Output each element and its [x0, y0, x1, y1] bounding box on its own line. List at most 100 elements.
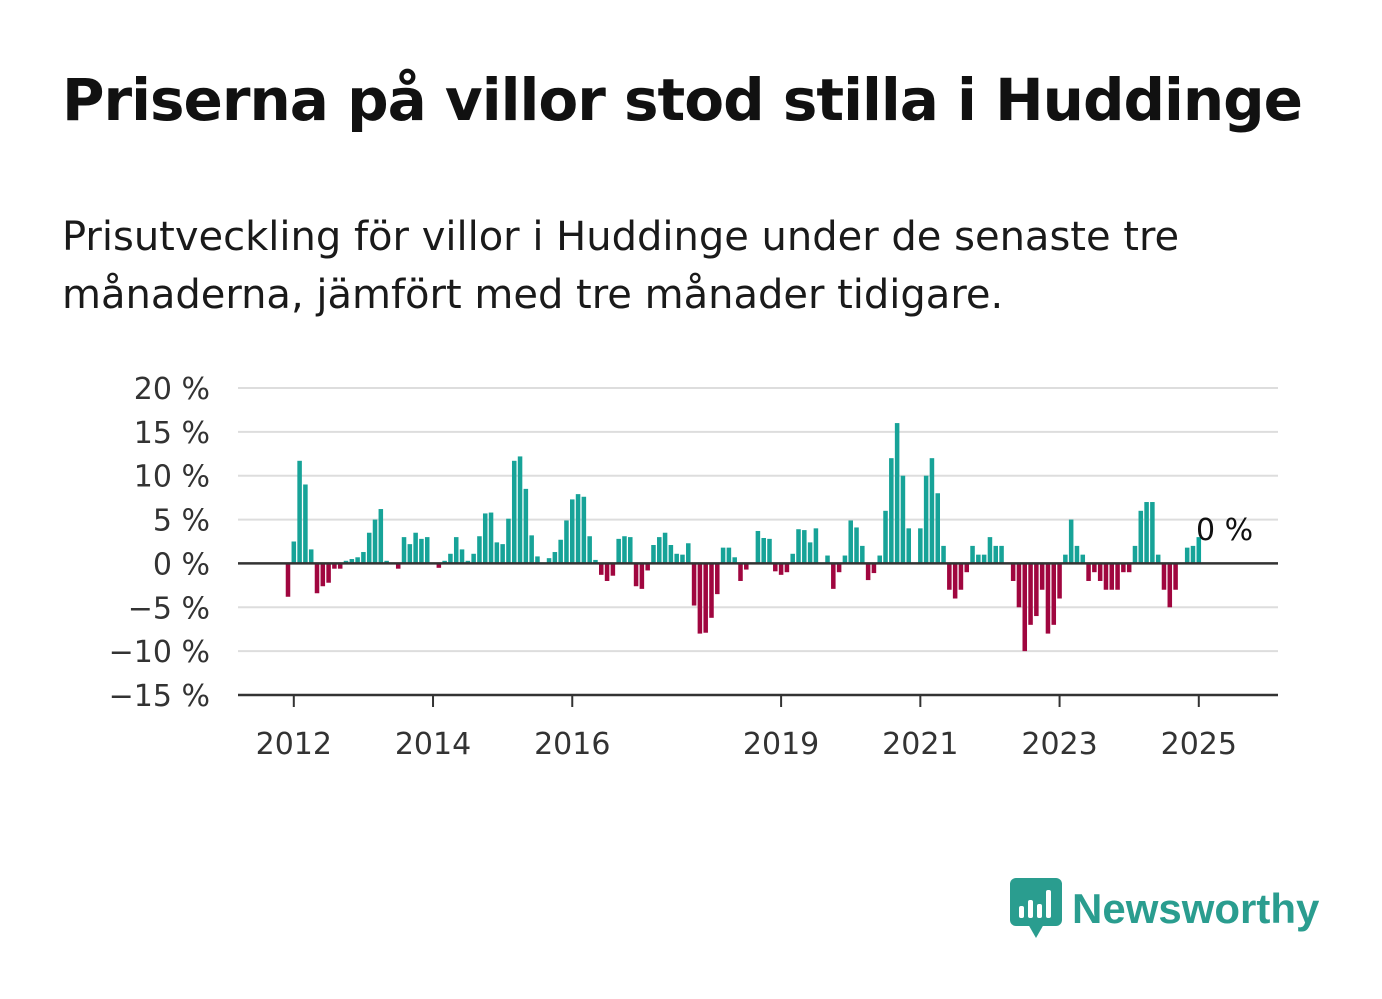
bar — [1022, 563, 1028, 652]
bar — [529, 535, 534, 564]
bar — [935, 493, 941, 564]
bar — [1045, 563, 1051, 634]
bar — [401, 537, 407, 564]
bar — [407, 544, 413, 564]
bar — [453, 537, 459, 564]
bar-chart: 20 %15 %10 %5 %0 %−5 %−10 %−15 % 2012 201… — [109, 372, 1278, 762]
bar — [378, 509, 384, 564]
bar — [1150, 502, 1155, 564]
bar — [424, 537, 430, 564]
bar — [1057, 563, 1062, 599]
x-tick-label: 2012 — [256, 727, 332, 762]
bar — [546, 558, 552, 564]
bar — [976, 554, 981, 564]
bar — [784, 563, 790, 573]
bar — [993, 545, 999, 564]
bar — [987, 537, 993, 564]
y-axis-ticks: 20 % 15 % 10 % 5 % 0 % −5 % −10 % −15 % — [109, 372, 210, 714]
bar — [361, 552, 366, 564]
bar — [877, 555, 882, 564]
bar — [564, 520, 569, 564]
bar — [326, 563, 331, 583]
bar — [947, 563, 952, 590]
bar — [981, 554, 987, 564]
bar — [622, 536, 627, 564]
bar — [1080, 554, 1086, 564]
bar — [918, 528, 923, 564]
bar — [523, 488, 529, 564]
bars — [285, 423, 1202, 652]
bar — [482, 513, 488, 564]
bar — [506, 518, 511, 564]
y-tick-label: −15 % — [109, 679, 210, 714]
bar — [1016, 563, 1022, 608]
bar — [413, 532, 418, 564]
chart-subtitle: Prisutveckling för villor i Huddinge und… — [62, 214, 1180, 318]
bar — [790, 553, 795, 564]
bar — [929, 458, 935, 564]
bar — [691, 563, 697, 606]
bar — [332, 563, 337, 569]
bar — [1138, 510, 1144, 564]
bar — [1196, 537, 1202, 564]
bar — [651, 545, 656, 564]
bar — [552, 552, 558, 564]
bar — [1155, 554, 1161, 564]
y-tick-label: 5 % — [153, 504, 210, 539]
bar — [755, 530, 761, 564]
y-tick-label: −5 % — [128, 591, 210, 626]
bar — [889, 458, 894, 564]
brand-name: Newsworthy — [1072, 885, 1320, 932]
bar — [1039, 563, 1045, 590]
y-tick-label: 10 % — [134, 460, 210, 495]
bar — [761, 537, 766, 564]
bar — [291, 541, 297, 564]
bar — [964, 563, 970, 573]
bar — [1173, 563, 1178, 590]
bar — [628, 537, 633, 564]
bar — [958, 563, 964, 590]
bar — [471, 553, 476, 564]
y-tick-label: 15 % — [134, 416, 210, 451]
x-tick-label: 2019 — [743, 727, 819, 762]
bar — [1034, 563, 1039, 617]
bar — [680, 554, 685, 564]
bar — [709, 563, 714, 618]
bar — [488, 512, 494, 564]
bar — [1132, 545, 1138, 564]
bar — [697, 563, 703, 634]
bar — [860, 545, 865, 564]
bar — [303, 484, 308, 564]
bar — [477, 536, 482, 564]
bar — [1126, 563, 1132, 573]
bar — [314, 563, 320, 594]
bar — [535, 556, 540, 564]
bar — [923, 475, 929, 564]
bar — [883, 510, 888, 564]
bar — [517, 456, 523, 564]
bar — [900, 475, 906, 564]
gridlines — [238, 387, 1278, 653]
bar — [599, 563, 604, 575]
bar — [831, 563, 836, 589]
x-tick-label: 2016 — [534, 727, 610, 762]
bar — [1097, 563, 1103, 581]
bar — [662, 532, 668, 564]
bar — [569, 499, 575, 564]
bar — [1028, 563, 1033, 625]
bar — [1074, 545, 1080, 564]
bar — [1103, 563, 1109, 590]
bar — [854, 527, 859, 564]
bar — [645, 563, 650, 571]
bar — [738, 563, 743, 581]
bar — [1144, 502, 1149, 564]
bar — [1167, 563, 1173, 608]
y-tick-label: −10 % — [109, 635, 210, 670]
bar — [575, 494, 581, 564]
bar — [744, 563, 749, 570]
bar — [442, 560, 447, 564]
bar — [308, 549, 314, 564]
bar — [999, 545, 1004, 564]
bar — [726, 547, 732, 564]
bar — [419, 538, 424, 564]
